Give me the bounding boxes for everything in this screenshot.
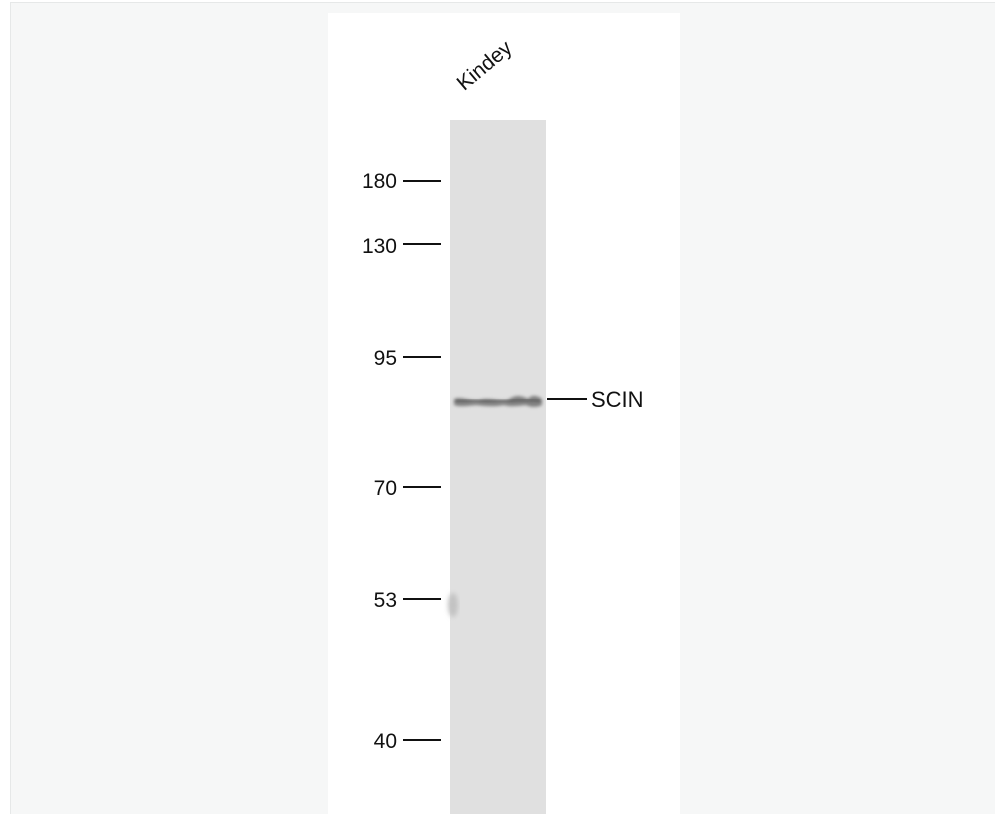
marker-label-130: 130 [361, 235, 397, 258]
marker-label-70: 70 [373, 477, 397, 500]
marker-tick-40 [403, 739, 441, 741]
marker-label-53: 53 [373, 589, 397, 612]
marker-label-95: 95 [373, 347, 397, 370]
marker-label-40: 40 [373, 730, 397, 753]
marker-tick-70 [403, 486, 441, 488]
protein-band [454, 395, 542, 407]
marker-tick-53 [403, 598, 441, 600]
marker-tick-95 [403, 356, 441, 358]
lane-smear [448, 593, 458, 617]
target-tick [547, 398, 587, 400]
blot-lane [450, 120, 546, 814]
marker-tick-130 [403, 243, 441, 245]
marker-tick-180 [403, 180, 441, 182]
marker-label-180: 180 [361, 170, 397, 193]
target-label: SCIN [591, 387, 644, 412]
